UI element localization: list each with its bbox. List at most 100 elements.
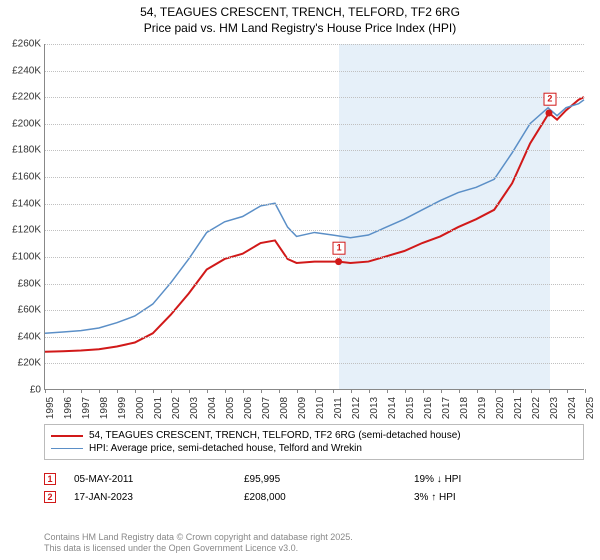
x-tick (243, 389, 244, 393)
legend-label-price: 54, TEAGUES CRESCENT, TRENCH, TELFORD, T… (89, 430, 461, 441)
x-tick (315, 389, 316, 393)
sale-rows: 105-MAY-2011£95,99519% ↓ HPI217-JAN-2023… (44, 470, 584, 506)
x-axis-label: 2019 (477, 397, 488, 419)
y-axis-label: £0 (1, 385, 41, 396)
legend-label-hpi: HPI: Average price, semi-detached house,… (89, 443, 362, 454)
marker-box-2: 2 (543, 93, 556, 106)
x-tick (189, 389, 190, 393)
x-tick (99, 389, 100, 393)
x-axis-label: 2000 (135, 397, 146, 419)
x-axis-label: 1997 (81, 397, 92, 419)
x-tick (441, 389, 442, 393)
x-tick (81, 389, 82, 393)
x-tick (63, 389, 64, 393)
x-axis-label: 2020 (495, 397, 506, 419)
sale-price: £95,995 (244, 474, 414, 485)
gridline (45, 97, 584, 98)
x-tick (117, 389, 118, 393)
x-tick (477, 389, 478, 393)
x-tick (207, 389, 208, 393)
sale-row: 105-MAY-2011£95,99519% ↓ HPI (44, 470, 584, 488)
marker-dot-1 (335, 258, 342, 265)
x-axis-label: 2008 (279, 397, 290, 419)
x-tick (45, 389, 46, 393)
x-tick (171, 389, 172, 393)
x-axis-label: 2010 (315, 397, 326, 419)
x-axis-label: 2004 (207, 397, 218, 419)
x-tick (225, 389, 226, 393)
x-axis-label: 2012 (351, 397, 362, 419)
sale-marker-2: 2 (44, 491, 56, 503)
x-tick (405, 389, 406, 393)
x-axis-label: 2011 (333, 397, 344, 419)
gridline (45, 284, 584, 285)
x-tick (531, 389, 532, 393)
x-axis-label: 2002 (171, 397, 182, 419)
y-axis-label: £240K (1, 65, 41, 76)
x-axis-label: 2025 (585, 397, 596, 419)
x-tick (369, 389, 370, 393)
gridline (45, 150, 584, 151)
sale-price: £208,000 (244, 492, 414, 503)
legend-swatch-price (51, 435, 83, 437)
title-line1: 54, TEAGUES CRESCENT, TRENCH, TELFORD, T… (0, 4, 600, 20)
y-axis-label: £140K (1, 198, 41, 209)
chart-title: 54, TEAGUES CRESCENT, TRENCH, TELFORD, T… (0, 0, 600, 36)
x-tick (261, 389, 262, 393)
gridline (45, 124, 584, 125)
y-axis-label: £180K (1, 145, 41, 156)
y-axis-label: £120K (1, 225, 41, 236)
legend-row-price: 54, TEAGUES CRESCENT, TRENCH, TELFORD, T… (51, 429, 577, 442)
x-axis-label: 2018 (459, 397, 470, 419)
series-price_paid (45, 97, 584, 352)
x-axis-label: 2024 (567, 397, 578, 419)
x-axis-label: 2022 (531, 397, 542, 419)
footer: Contains HM Land Registry data © Crown c… (44, 532, 353, 555)
x-tick (567, 389, 568, 393)
y-axis-label: £220K (1, 92, 41, 103)
x-axis-label: 2013 (369, 397, 380, 419)
x-axis-label: 1998 (99, 397, 110, 419)
x-axis-label: 2009 (297, 397, 308, 419)
footer-line2: This data is licensed under the Open Gov… (44, 543, 353, 554)
footer-line1: Contains HM Land Registry data © Crown c… (44, 532, 353, 543)
title-line2: Price paid vs. HM Land Registry's House … (0, 20, 600, 36)
series-hpi (45, 100, 584, 334)
x-axis-label: 1999 (117, 397, 128, 419)
y-axis-label: £260K (1, 39, 41, 50)
x-tick (333, 389, 334, 393)
x-tick (423, 389, 424, 393)
sale-delta: 3% ↑ HPI (414, 492, 584, 503)
y-axis-label: £60K (1, 305, 41, 316)
gridline (45, 230, 584, 231)
x-axis-label: 2023 (549, 397, 560, 419)
marker-box-1: 1 (333, 242, 346, 255)
x-axis-label: 2016 (423, 397, 434, 419)
sale-date: 17-JAN-2023 (74, 492, 244, 503)
y-axis-label: £40K (1, 331, 41, 342)
x-axis-label: 2001 (153, 397, 164, 419)
x-tick (153, 389, 154, 393)
y-axis-label: £20K (1, 358, 41, 369)
y-axis-label: £160K (1, 172, 41, 183)
x-tick (513, 389, 514, 393)
legend-row-hpi: HPI: Average price, semi-detached house,… (51, 442, 577, 455)
legend-swatch-hpi (51, 448, 83, 449)
x-axis-label: 2007 (261, 397, 272, 419)
x-axis-label: 2003 (189, 397, 200, 419)
sale-row: 2 17-JAN-2023£208,0003% ↑ HPI (44, 488, 584, 506)
x-axis-label: 2021 (513, 397, 524, 419)
y-axis-label: £100K (1, 251, 41, 262)
marker-dot-2 (545, 110, 552, 117)
x-axis-label: 2015 (405, 397, 416, 419)
sale-marker-1: 1 (44, 473, 56, 485)
x-axis-label: 2005 (225, 397, 236, 419)
plot-area: £0£20K£40K£60K£80K£100K£120K£140K£160K£1… (44, 44, 584, 390)
x-axis-label: 2017 (441, 397, 452, 419)
gridline (45, 310, 584, 311)
gridline (45, 204, 584, 205)
gridline (45, 257, 584, 258)
chart-container: 54, TEAGUES CRESCENT, TRENCH, TELFORD, T… (0, 0, 600, 560)
y-axis-label: £200K (1, 118, 41, 129)
x-tick (351, 389, 352, 393)
